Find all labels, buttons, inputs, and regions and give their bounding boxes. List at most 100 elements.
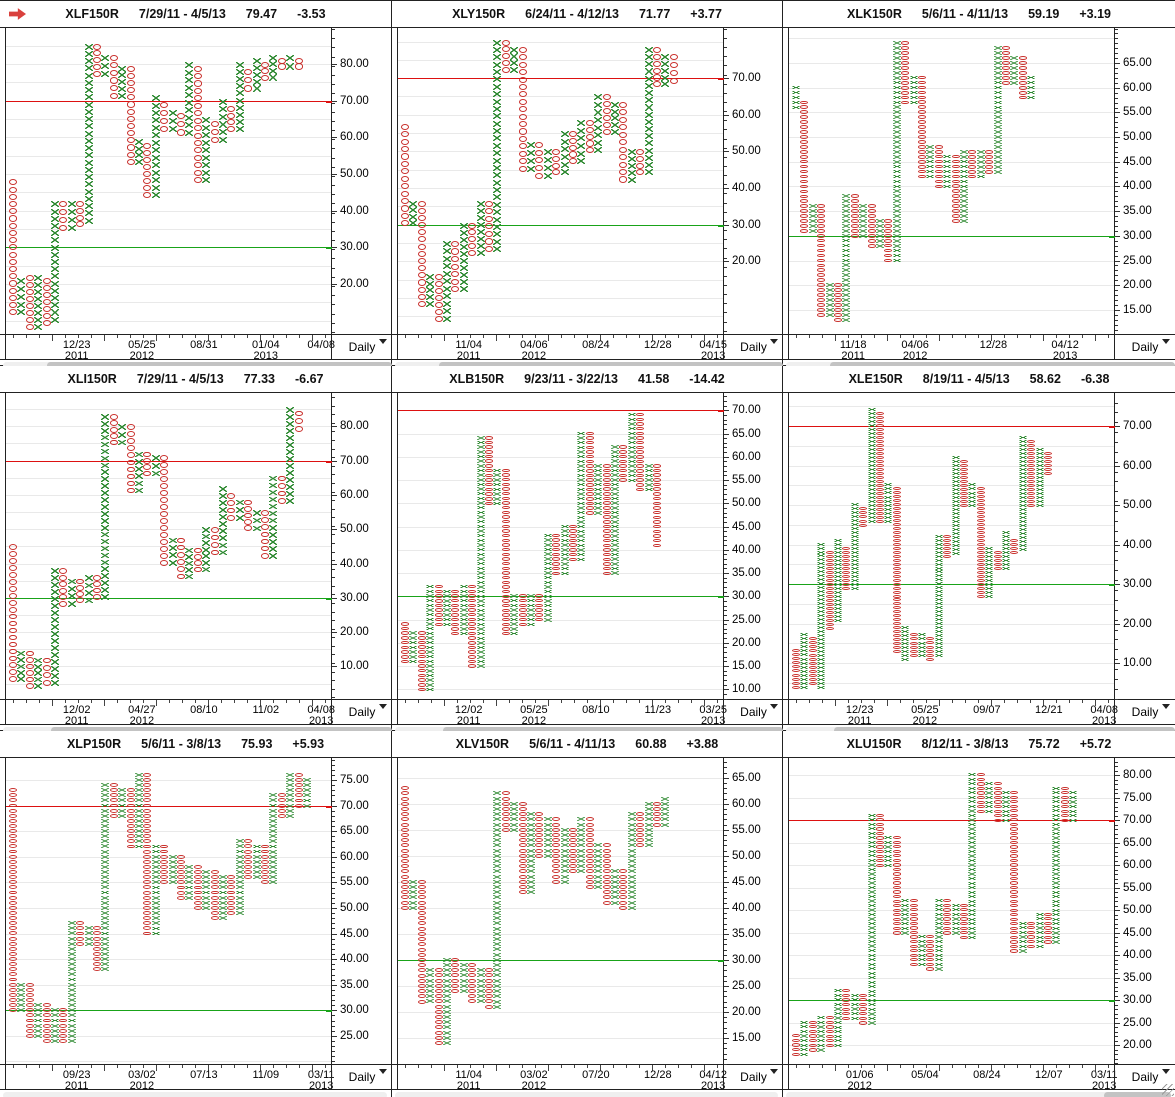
h-scrollbar-track[interactable] bbox=[3, 1092, 387, 1097]
x-marker bbox=[1002, 534, 1010, 538]
x-tick bbox=[535, 700, 536, 703]
x-marker bbox=[476, 207, 485, 214]
period-dropdown[interactable]: Daily bbox=[331, 1064, 392, 1089]
period-dropdown[interactable]: Daily bbox=[1114, 334, 1175, 359]
y-minor-tick bbox=[724, 819, 727, 821]
o-marker bbox=[143, 813, 152, 818]
x-marker bbox=[17, 301, 26, 308]
o-marker bbox=[535, 149, 544, 156]
o-marker bbox=[653, 464, 661, 468]
x-marker bbox=[459, 243, 468, 250]
h-scrollbar-thumb[interactable] bbox=[443, 727, 783, 734]
o-marker bbox=[277, 798, 286, 803]
x-marker bbox=[594, 116, 603, 124]
h-scrollbar-track[interactable] bbox=[395, 1092, 778, 1097]
o-marker bbox=[451, 983, 460, 988]
y-axis-label: 20.00 bbox=[340, 626, 369, 639]
o-marker bbox=[25, 1028, 34, 1033]
pnf-column-x bbox=[443, 589, 452, 627]
h-scrollbar-thumb[interactable] bbox=[1104, 1092, 1171, 1097]
o-marker bbox=[653, 812, 661, 817]
period-dropdown[interactable]: Daily bbox=[1114, 1064, 1175, 1089]
o-marker bbox=[126, 834, 135, 839]
y-axis-label: 10.00 bbox=[340, 660, 369, 673]
o-marker bbox=[808, 1020, 817, 1024]
x-marker bbox=[476, 221, 485, 228]
o-marker bbox=[417, 968, 426, 973]
o-marker bbox=[25, 1003, 34, 1008]
forward-arrow-icon[interactable] bbox=[9, 8, 26, 20]
o-marker bbox=[501, 608, 510, 613]
period-dropdown[interactable]: Daily bbox=[723, 334, 783, 359]
o-marker bbox=[1018, 95, 1027, 100]
o-marker bbox=[569, 843, 577, 848]
x-marker bbox=[1052, 809, 1061, 813]
x-marker bbox=[968, 782, 977, 786]
x-tick bbox=[1069, 700, 1070, 703]
x-marker bbox=[901, 922, 910, 926]
pnf-column-o bbox=[177, 113, 186, 136]
h-scrollbar-thumb[interactable] bbox=[834, 727, 1175, 734]
o-marker bbox=[143, 900, 152, 905]
y-minor-tick bbox=[332, 585, 335, 587]
h-scrollbar-thumb[interactable] bbox=[439, 362, 783, 369]
y-minor-tick bbox=[724, 1032, 727, 1034]
h-scrollbar-track[interactable] bbox=[786, 1092, 1171, 1097]
y-minor-tick bbox=[332, 56, 335, 58]
o-marker bbox=[227, 125, 236, 132]
o-marker bbox=[177, 551, 185, 558]
y-minor-tick bbox=[724, 798, 727, 800]
period-dropdown[interactable]: Daily bbox=[723, 1064, 783, 1089]
period-dropdown[interactable]: Daily bbox=[1114, 699, 1175, 724]
panel-titlebar: XLV150R 5/6/11 - 4/11/13 60.88 +3.88 bbox=[392, 731, 782, 758]
pnf-column-o bbox=[126, 788, 136, 849]
x-marker bbox=[252, 849, 261, 854]
h-scrollbar-thumb[interactable] bbox=[830, 362, 1175, 369]
o-marker bbox=[143, 895, 152, 900]
x-marker bbox=[67, 921, 76, 926]
x-marker bbox=[918, 948, 926, 953]
pnf-column-o bbox=[834, 283, 843, 322]
period-dropdown[interactable]: Daily bbox=[723, 699, 783, 724]
o-marker bbox=[93, 581, 101, 588]
h-scrollbar-thumb[interactable] bbox=[51, 727, 392, 734]
o-marker bbox=[417, 214, 426, 221]
h-scrollbar-thumb[interactable] bbox=[47, 362, 392, 369]
o-marker bbox=[9, 258, 17, 265]
period-dropdown[interactable]: Daily bbox=[331, 699, 392, 724]
o-marker bbox=[177, 870, 185, 875]
x-marker bbox=[84, 79, 93, 86]
x-marker bbox=[84, 203, 93, 210]
o-marker bbox=[417, 947, 426, 952]
x-marker bbox=[661, 67, 670, 74]
panel-date-range: 7/29/11 - 4/5/13 bbox=[138, 7, 226, 21]
x-tick bbox=[1017, 700, 1018, 703]
o-marker bbox=[842, 554, 851, 558]
o-marker bbox=[985, 154, 994, 159]
o-marker bbox=[193, 117, 202, 124]
period-dropdown[interactable]: Daily bbox=[331, 334, 392, 359]
y-major-tick bbox=[1115, 309, 1120, 311]
pnf-column-x bbox=[1002, 530, 1011, 571]
y-axis-label: 50.00 bbox=[1123, 131, 1152, 144]
o-marker bbox=[792, 649, 800, 653]
x-axis-label: 12/23 2011 bbox=[54, 340, 100, 362]
x-tick bbox=[26, 1065, 27, 1068]
o-marker bbox=[9, 911, 17, 915]
resize-grip-icon[interactable] bbox=[1162, 1084, 1174, 1096]
y-minor-tick bbox=[332, 795, 335, 797]
x-marker bbox=[51, 273, 59, 280]
o-marker bbox=[485, 208, 493, 215]
o-marker bbox=[177, 885, 185, 890]
x-marker bbox=[101, 517, 110, 524]
x-marker bbox=[527, 812, 535, 817]
o-marker bbox=[501, 59, 510, 66]
x-marker bbox=[934, 566, 943, 570]
o-marker bbox=[800, 110, 809, 115]
o-marker bbox=[1010, 840, 1019, 845]
x-marker bbox=[476, 589, 485, 594]
pnf-column-x bbox=[1010, 56, 1019, 85]
y-minor-tick bbox=[724, 507, 727, 509]
o-marker bbox=[602, 858, 611, 863]
o-marker bbox=[636, 169, 645, 176]
